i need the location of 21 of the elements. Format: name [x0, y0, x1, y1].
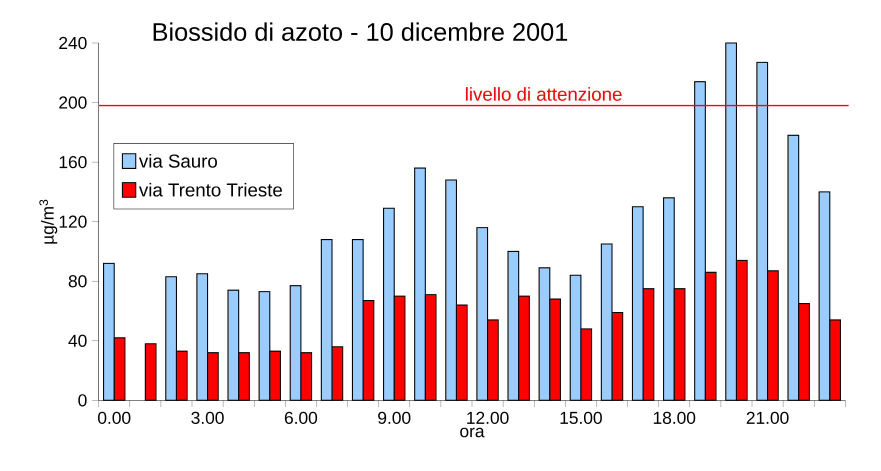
x-axis-title: ora: [460, 428, 485, 438]
x-tick-label: 12.00: [467, 412, 509, 424]
x-tick-label: 18.00: [654, 412, 696, 424]
legend-label: via Trento Trieste: [139, 182, 282, 197]
legend-label: via Sauro: [139, 154, 217, 168]
y-tick-label: 240: [59, 36, 87, 50]
ref-line-label: livello di attenzione: [466, 87, 622, 101]
y-tick-label: 0: [78, 394, 87, 406]
y-tick-label: 80: [68, 275, 87, 288]
y-tick-label: 40: [68, 334, 87, 347]
x-tick-label: 3.00: [191, 412, 224, 424]
x-tick-label: 21.00: [746, 412, 789, 424]
chart-title: Biossido di azoto - 10 dicembre 2001: [154, 22, 568, 41]
x-tick-label: 9.00: [378, 412, 410, 424]
y-tick-label: 200: [59, 96, 87, 109]
x-tick-label: 0.00: [98, 412, 130, 424]
y-axis-title: µg/m$^{3}$: [39, 200, 58, 244]
x-tick-label: 6.00: [284, 412, 318, 424]
y-tick-label: 160: [60, 156, 87, 168]
y-tick-label: 120: [60, 216, 87, 228]
x-tick-label: 15.00: [560, 412, 602, 424]
